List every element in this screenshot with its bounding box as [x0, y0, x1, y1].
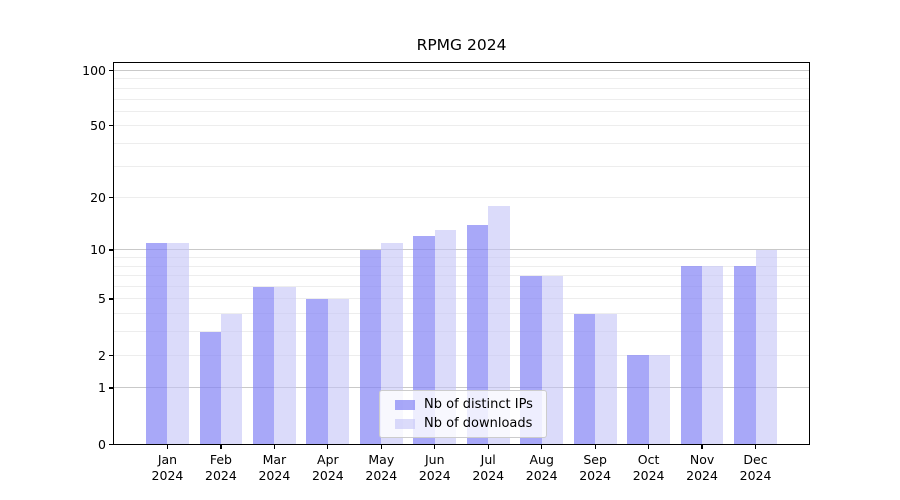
x-tick-label: Sep 2024: [579, 452, 612, 483]
y-axis-tick: [109, 70, 114, 72]
legend-swatch-downloads: [395, 418, 415, 429]
x-axis-tick: [273, 444, 275, 449]
y-axis-tick: [109, 443, 114, 445]
bar-distinct-ips: [252, 286, 275, 444]
legend-swatch-distinct-ips: [395, 399, 415, 410]
legend-label-distinct-ips: Nb of distinct IPs: [424, 397, 533, 412]
y-tick-label: 2: [98, 347, 106, 363]
y-gridline-minor: [114, 354, 809, 356]
x-tick-label: Jul 2024: [472, 452, 505, 483]
y-axis-tick: [109, 197, 114, 199]
bar-distinct-ips: [466, 224, 489, 444]
bar-downloads: [755, 249, 777, 444]
y-tick-label: 20: [90, 190, 106, 206]
y-gridline-minor: [114, 125, 809, 127]
x-axis-tick: [487, 444, 489, 449]
x-axis-tick: [434, 444, 436, 449]
y-gridline-minor: [114, 110, 809, 112]
y-axis-tick: [109, 354, 114, 356]
y-tick-label: 10: [90, 242, 106, 258]
x-axis-tick: [166, 444, 169, 449]
y-axis-tick: [109, 249, 114, 251]
bar-downloads: [274, 286, 296, 444]
bar-downloads: [648, 355, 670, 444]
y-gridline-minor: [114, 331, 809, 333]
y-gridline-minor: [114, 98, 809, 100]
y-tick-label: 5: [98, 291, 106, 307]
y-axis-tick: [109, 387, 114, 389]
x-axis-tick: [541, 444, 543, 449]
x-tick-label: Feb 2024: [205, 452, 237, 483]
y-gridline-minor: [114, 197, 809, 199]
bar-downloads: [220, 313, 243, 444]
bar-downloads: [702, 266, 724, 444]
bar-downloads: [488, 205, 510, 444]
x-tick-label: Aug 2024: [525, 452, 558, 483]
x-tick-label: Jan 2024: [151, 452, 184, 483]
bar-distinct-ips: [359, 249, 382, 444]
x-tick-label: Dec 2024: [739, 452, 772, 483]
x-tick-label: Jun 2024: [418, 452, 451, 483]
chart-title: RPMG 2024: [416, 36, 507, 54]
bar-downloads: [595, 313, 617, 444]
y-gridline-major: [114, 70, 809, 71]
y-tick-label: 50: [90, 118, 106, 134]
y-gridline-major: [114, 249, 809, 251]
bar-distinct-ips: [199, 331, 221, 444]
x-axis-tick: [648, 444, 650, 449]
x-axis-tick: [594, 444, 596, 449]
y-gridline-minor: [114, 298, 809, 300]
y-gridline-minor: [114, 313, 809, 315]
y-axis-tick: [109, 125, 114, 127]
x-tick-label: Mar 2024: [258, 452, 291, 483]
x-axis-tick: [220, 444, 222, 449]
x-tick-label: Nov 2024: [686, 452, 718, 483]
x-axis-tick: [327, 444, 329, 449]
y-gridline-minor: [114, 286, 809, 288]
bar-distinct-ips: [680, 266, 703, 444]
bar-distinct-ips: [146, 242, 168, 444]
y-tick-label: 0: [98, 436, 106, 452]
y-gridline-major: [114, 387, 809, 389]
y-gridline-minor: [114, 87, 809, 89]
y-gridline-minor: [114, 78, 809, 80]
x-tick-label: Oct 2024: [632, 452, 665, 483]
x-tick-label: May 2024: [365, 452, 398, 483]
y-tick-label: 1: [98, 380, 106, 396]
x-tick-label: Apr 2024: [311, 452, 344, 483]
bar-distinct-ips: [627, 355, 649, 444]
legend: Nb of distinct IPs Nb of downloads: [379, 390, 547, 438]
y-gridline-minor: [114, 142, 809, 144]
bar-downloads: [541, 275, 564, 444]
bar-distinct-ips: [734, 266, 756, 444]
bar-distinct-ips: [573, 313, 596, 444]
y-gridline-minor: [114, 265, 809, 267]
x-axis-tick: [754, 444, 757, 449]
y-axis-tick: [109, 298, 114, 300]
plot-area: Nb of distinct IPs Nb of downloads 0 1 2 5 1…: [82, 62, 810, 483]
y-gridline-minor: [114, 275, 809, 277]
y-gridline-minor: [114, 257, 809, 259]
legend-item-downloads: Nb of downloads: [380, 414, 546, 433]
y-tick-label: 100: [82, 63, 106, 78]
x-axis-tick: [380, 444, 382, 449]
x-axis-tick: [701, 444, 703, 449]
legend-item-distinct-ips: Nb of distinct IPs: [380, 395, 546, 414]
bar-downloads: [327, 299, 350, 444]
bar-downloads: [167, 242, 189, 444]
y-gridline-minor: [114, 165, 809, 167]
bar-distinct-ips: [306, 299, 328, 444]
legend-label-downloads: Nb of downloads: [424, 416, 533, 431]
